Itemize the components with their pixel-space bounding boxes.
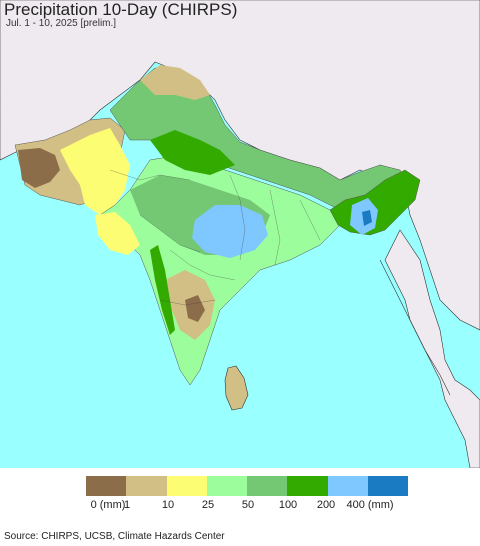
outside-land-southeast	[384, 229, 480, 468]
region-gujarat-yellow	[95, 212, 140, 255]
legend-swatch	[206, 476, 247, 496]
legend-label: 100	[278, 499, 298, 511]
region-ne-darkblue	[362, 210, 372, 226]
legend-labels: 0 (mm) 1 10 25 50 100 200 400 (mm)	[0, 499, 480, 513]
region-deccan-brown	[185, 295, 205, 322]
legend-label: 25	[201, 499, 215, 511]
source-credit: Source: CHIRPS, UCSB, Climate Hazards Ce…	[4, 531, 225, 542]
legend-swatch	[126, 476, 167, 496]
region-myanmar-coast	[379, 259, 451, 396]
legend-label: 10	[161, 499, 175, 511]
region-balochistan-brown	[18, 148, 60, 188]
map-title: Precipitation 10-Day (CHIRPS)	[4, 0, 238, 19]
region-himalaya	[109, 67, 411, 216]
region-central-darkgreen	[150, 130, 235, 175]
legend-label: 200	[316, 499, 336, 511]
legend-swatch	[247, 476, 288, 496]
legend-swatch	[327, 476, 368, 496]
legend-swatch	[287, 476, 328, 496]
legend-color-bar	[86, 476, 408, 496]
legend-label: 1	[123, 499, 131, 511]
region-westcoast	[150, 245, 175, 335]
precipitation-map	[0, 0, 480, 468]
legend-label: 0 (mm)	[90, 499, 126, 511]
legend-label: 50	[241, 499, 255, 511]
legend-label: 400 (mm)	[346, 499, 394, 511]
legend-swatch	[86, 476, 127, 496]
region-sri-lanka	[224, 365, 249, 411]
region-kashmir-dry	[140, 65, 210, 100]
map-date: Jul. 1 - 10, 2025 [prelim.]	[6, 18, 117, 29]
admin-borders	[109, 169, 321, 306]
region-central-blue	[192, 205, 268, 258]
region-indus-yellow	[60, 128, 130, 215]
legend-swatch	[166, 476, 207, 496]
legend-swatch	[367, 476, 408, 496]
